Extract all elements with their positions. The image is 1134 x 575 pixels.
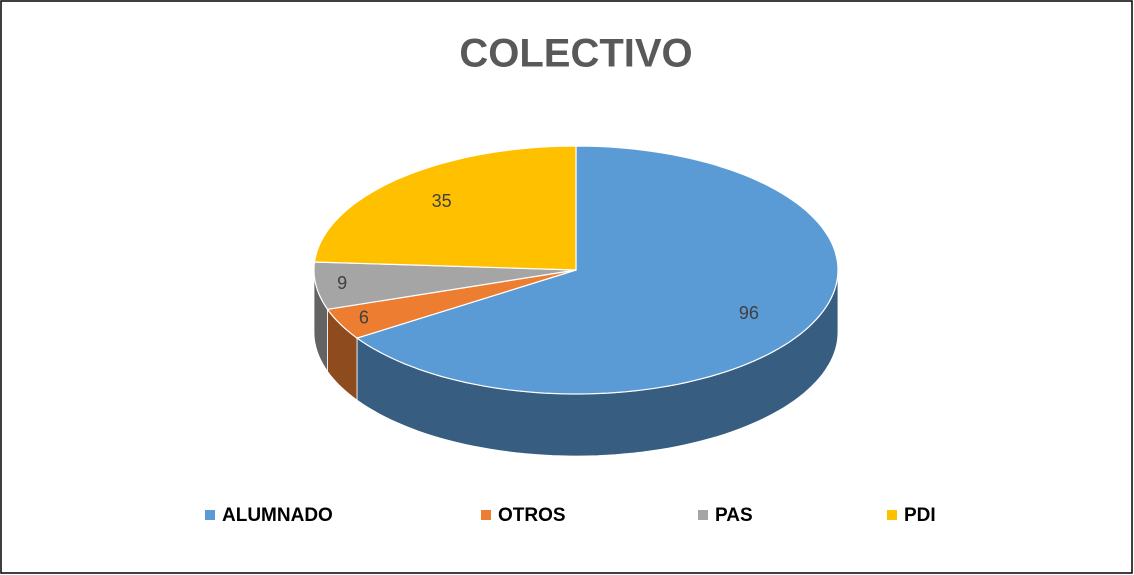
legend-item: OTROS [481, 505, 566, 526]
legend-item: PDI [887, 505, 936, 526]
pie-slice [313, 261, 577, 310]
legend-marker [698, 510, 708, 520]
data-label: 6 [359, 307, 369, 327]
pie-slice [326, 269, 577, 339]
legend-label: ALUMNADO [222, 505, 333, 526]
legend-marker [205, 510, 215, 520]
legend-item: PAS [698, 505, 753, 526]
pie-slice [355, 145, 839, 395]
pie-slice [313, 145, 577, 271]
legend-label: PAS [715, 505, 753, 526]
legend-marker [481, 510, 491, 520]
data-label: 35 [432, 191, 452, 211]
data-label: 96 [739, 303, 759, 323]
chart-title: COLECTIVO [459, 32, 692, 76]
data-label: 9 [337, 273, 347, 293]
legend-marker [887, 510, 897, 520]
legend-label: PDI [904, 505, 936, 526]
legend-item: ALUMNADO [205, 505, 333, 526]
legend-label: OTROS [498, 505, 566, 526]
